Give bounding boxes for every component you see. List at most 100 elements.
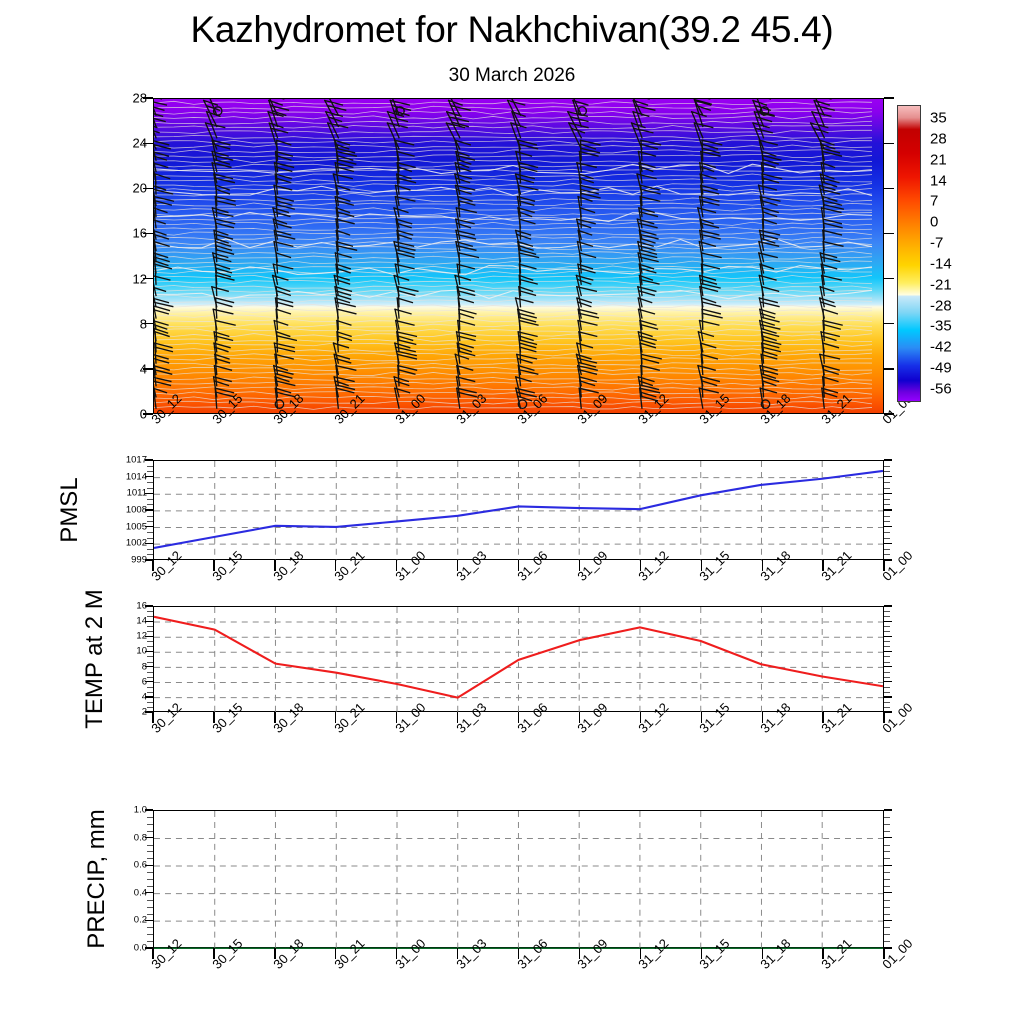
x-tick <box>274 712 276 723</box>
y-tick-right <box>884 368 894 370</box>
x-tick <box>761 560 763 571</box>
y-tick <box>143 142 153 144</box>
y-minor-tick <box>147 646 153 648</box>
y-minor-tick <box>147 706 153 708</box>
y-tick <box>145 837 153 839</box>
x-tick <box>761 712 763 723</box>
y-tick-label: 12 <box>136 630 147 642</box>
y-minor-tick-right <box>884 851 890 853</box>
y-minor-tick <box>147 941 153 943</box>
y-tick-right <box>884 97 894 99</box>
y-minor-tick-right <box>884 823 890 825</box>
y-minor-tick <box>147 548 153 550</box>
x-tick <box>213 948 215 959</box>
wind-barbs-and-contours <box>154 99 873 410</box>
y-tick <box>145 919 153 922</box>
y-minor-tick-right <box>884 879 890 880</box>
x-tick <box>517 948 520 959</box>
y-minor-tick-right <box>884 656 890 658</box>
y-tick <box>145 665 153 668</box>
y-tick-label: 10 <box>136 645 147 657</box>
y-tick-right <box>884 413 894 415</box>
y-minor-tick <box>147 537 153 539</box>
y-minor-tick-right <box>884 487 890 489</box>
y-minor-tick <box>147 691 153 693</box>
y-minor-tick-right <box>884 498 890 500</box>
y-minor-tick <box>147 913 153 915</box>
y-tick-label: 20 <box>132 180 147 196</box>
y-tick-right <box>884 526 892 528</box>
y-minor-tick-right <box>884 686 890 688</box>
y-tick <box>145 542 153 545</box>
x-tick <box>274 560 276 571</box>
colorbar-tick-label: 14 <box>930 172 947 190</box>
y-minor-tick-right <box>884 676 890 678</box>
y-tick-right <box>884 492 892 495</box>
x-tick <box>335 948 337 959</box>
y-tick <box>145 892 153 894</box>
page-subtitle: 30 March 2026 <box>448 65 576 86</box>
y-tick <box>145 476 153 478</box>
y-minor-tick-right <box>884 465 890 467</box>
colorbar-tick-label: 0 <box>930 213 939 231</box>
y-minor-tick-right <box>884 701 890 703</box>
y-minor-tick <box>147 927 153 929</box>
y-tick-label: 4 <box>0 362 147 375</box>
y-tick-right <box>884 459 892 461</box>
y-minor-tick-right <box>884 671 890 673</box>
x-tick <box>335 712 337 723</box>
y-tick <box>143 187 153 189</box>
y-tick-label: 1008 <box>125 504 147 516</box>
y-tick-right <box>884 711 892 713</box>
y-minor-tick-right <box>884 548 890 550</box>
y-minor-tick <box>147 906 153 908</box>
y-minor-tick <box>147 872 153 874</box>
y-minor-tick <box>147 676 153 678</box>
y-minor-tick <box>147 686 153 688</box>
x-tick <box>822 712 824 723</box>
colorbar-tick-label: -14 <box>930 255 952 273</box>
y-tick <box>145 681 153 683</box>
y-tick <box>143 368 153 370</box>
temp-panel <box>153 606 884 713</box>
pmsl-series <box>154 469 883 549</box>
y-minor-tick-right <box>884 934 890 936</box>
y-minor-tick <box>147 465 153 467</box>
precip-axis-title: PRECIP, mm <box>83 809 110 949</box>
y-tick-label: 28 <box>132 90 147 106</box>
colorbar-tick-label: 21 <box>930 151 947 169</box>
y-minor-tick-right <box>884 941 890 943</box>
y-tick-right <box>884 892 892 894</box>
y-minor-tick-right <box>884 927 890 929</box>
x-tick <box>883 712 885 723</box>
y-minor-tick-right <box>884 471 890 473</box>
y-minor-tick <box>147 515 153 517</box>
y-minor-tick-right <box>884 830 890 832</box>
y-tick-right <box>884 837 892 839</box>
y-tick-label: 1017 <box>125 454 147 466</box>
y-tick <box>145 809 153 811</box>
x-tick <box>761 948 763 959</box>
x-tick <box>152 712 154 723</box>
x-tick <box>578 560 581 571</box>
y-tick-label: 16 <box>132 225 147 241</box>
y-minor-tick <box>147 504 153 506</box>
colorbar-tick-label: -42 <box>930 338 952 356</box>
y-tick-right <box>884 650 892 653</box>
y-tick-label: 1014 <box>125 471 147 483</box>
x-tick <box>152 560 154 571</box>
colorbar-tick-label: -49 <box>930 359 952 377</box>
y-tick-label: 1005 <box>125 521 147 533</box>
x-tick <box>700 560 702 571</box>
y-tick-right <box>884 635 892 637</box>
y-tick-right <box>884 809 892 811</box>
y-minor-tick-right <box>884 611 890 613</box>
x-tick-label: 01_00 <box>879 699 916 736</box>
y-tick-right <box>884 696 892 698</box>
temp-axis-title: TEMP at 2 M <box>81 589 108 729</box>
y-minor-tick <box>147 616 153 618</box>
y-tick <box>145 711 153 713</box>
y-tick <box>145 650 153 653</box>
colorbar-tick-label: -28 <box>930 297 952 315</box>
y-tick-label: 1002 <box>125 537 147 549</box>
